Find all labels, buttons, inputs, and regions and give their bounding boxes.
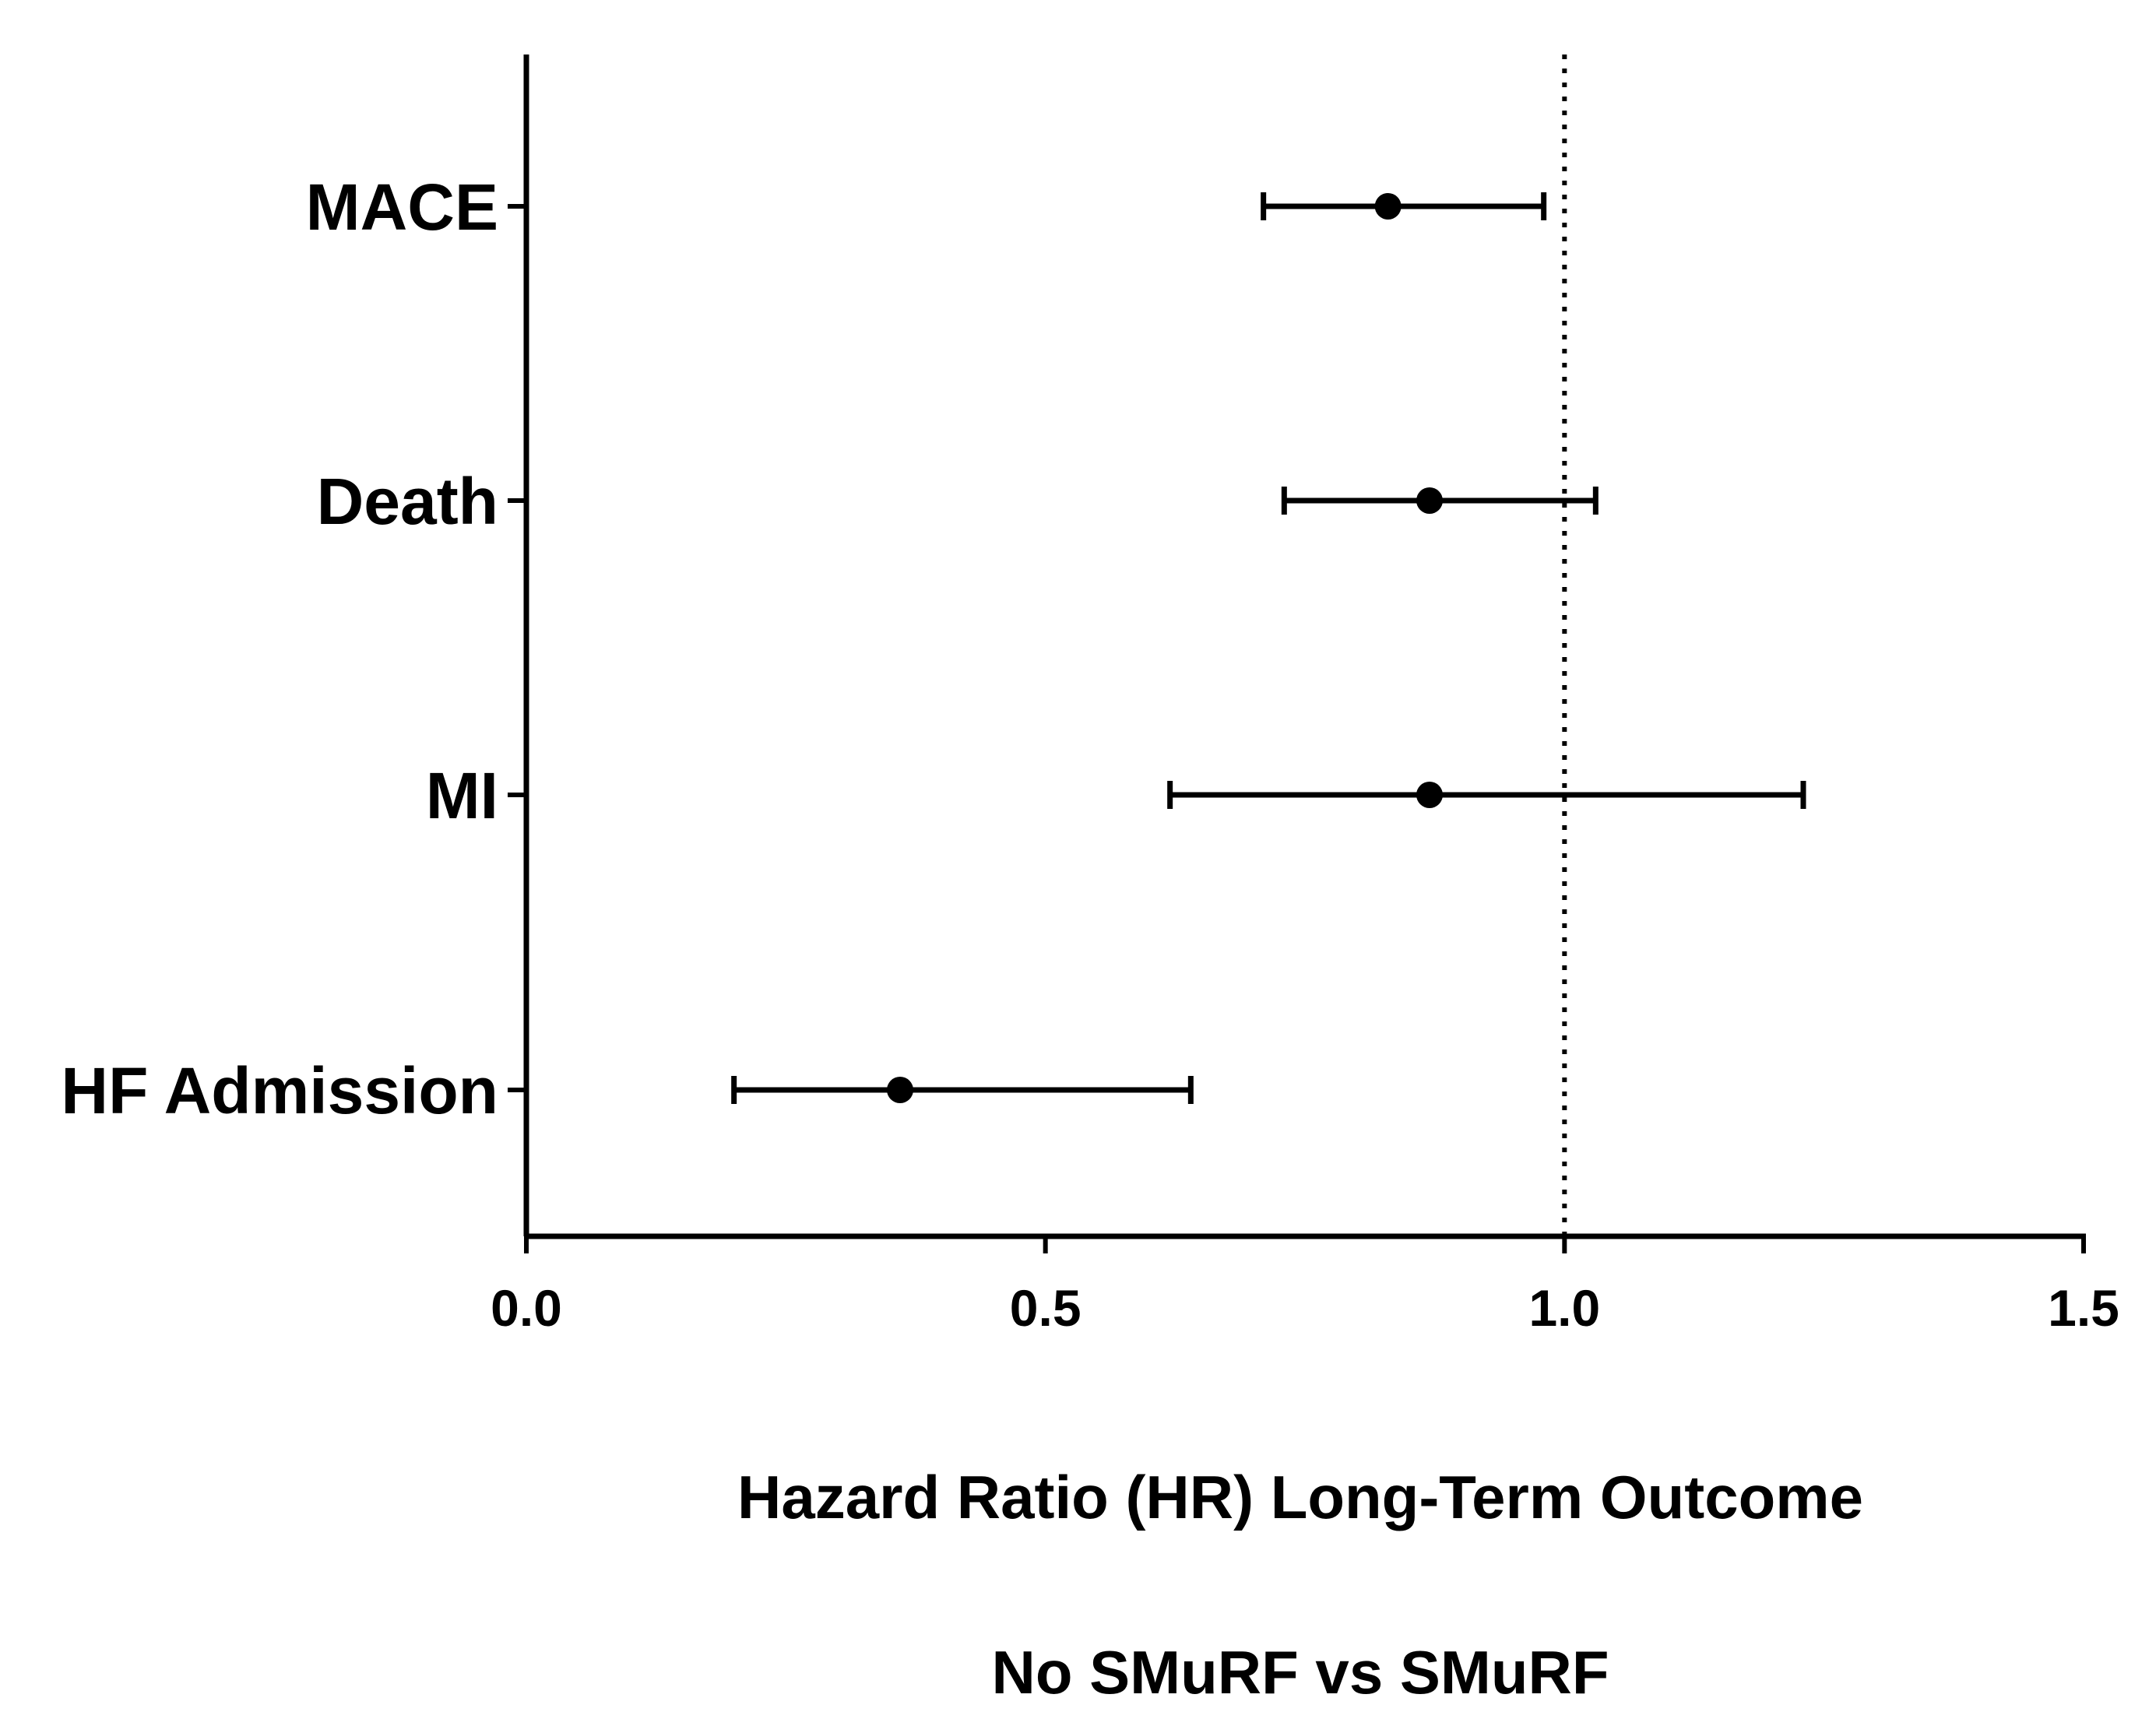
x-axis-subtitle: No SMuRF vs SMuRF bbox=[992, 1638, 1609, 1707]
category-labels: MACE Death MI HF Admission bbox=[61, 170, 498, 1127]
plot-area bbox=[523, 54, 2086, 1239]
data-marks bbox=[731, 192, 1806, 1104]
category-label: HF Admission bbox=[61, 1054, 498, 1127]
category-label: MACE bbox=[306, 170, 498, 244]
category-label: MI bbox=[426, 759, 498, 832]
x-tick-label: 1.5 bbox=[2048, 1279, 2119, 1337]
point-estimate bbox=[887, 1077, 913, 1103]
x-axis-title: Hazard Ratio (HR) Long-Term Outcome bbox=[737, 1463, 1863, 1531]
x-axis-ticks: 0.0 0.5 1.0 1.5 bbox=[491, 1236, 2119, 1337]
x-tick-label: 0.5 bbox=[1010, 1279, 1082, 1337]
point-estimate bbox=[1416, 782, 1443, 808]
point-estimate bbox=[1416, 487, 1443, 514]
x-tick-label: 1.0 bbox=[1528, 1279, 1600, 1337]
category-label: Death bbox=[317, 465, 498, 538]
x-tick-label: 0.0 bbox=[491, 1279, 562, 1337]
y-axis-ticks bbox=[508, 204, 526, 1092]
point-estimate bbox=[1374, 193, 1402, 220]
